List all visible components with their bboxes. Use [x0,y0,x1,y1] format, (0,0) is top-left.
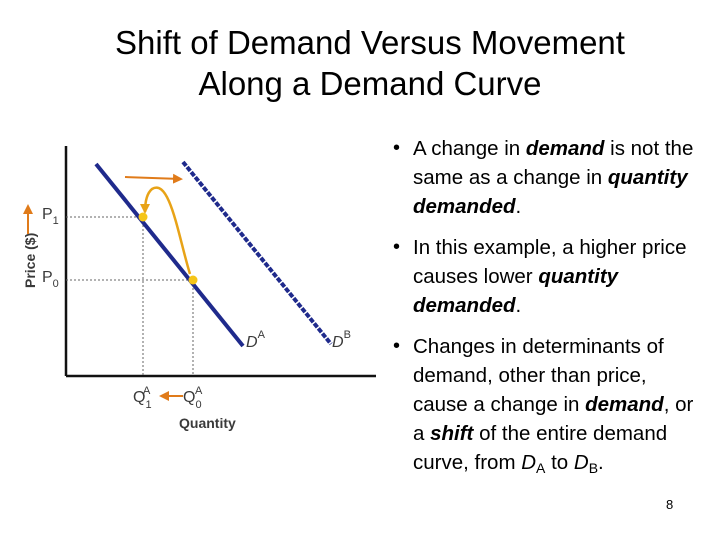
emphasis-shift: shift [430,422,474,445]
quantity-label-q0: Q0 [183,389,202,411]
bullet-list: A change in demand is not the same as a … [390,134,700,491]
point-p1-q1 [138,212,148,222]
quantity-label-q0-sup: A [195,385,203,397]
emphasis-demand: demand [525,137,605,160]
emphasis-demand: demand [585,393,664,416]
curve-da-ref: D [521,451,537,474]
page-number: 8 [666,497,674,512]
movement-arrow [140,186,192,275]
quantity-label-q1-sup: A [143,385,151,397]
price-label-p1: P1 [42,206,59,227]
demand-curve-b [181,160,333,346]
slide-title-line-2: Along a Demand Curve [198,65,542,102]
x-axis-label: Quantity [179,415,236,431]
bullet-3: Changes in determinants of demand, other… [390,332,700,479]
emphasis-quantity-demanded: quantity demanded [413,265,619,317]
shift-arrow [124,173,183,184]
curve-label-da: DA [246,329,266,351]
curve-label-db: DB [332,329,351,351]
quantity-label-q1: Q1 [133,389,152,411]
point-p0-q0 [188,275,198,285]
slide-title: Shift of Demand Versus Movement Along a … [40,22,700,104]
curve-db-ref: D [573,451,589,474]
bullet-2: In this example, a higher price causes l… [390,233,700,320]
demand-curve-a [94,162,245,348]
emphasis-quantity-demanded: quantity demanded [413,166,688,218]
y-axis-label: Price ($) [22,233,38,288]
price-label-p0: P0 [42,269,59,290]
bullet-1: A change in demand is not the same as a … [390,134,700,221]
slide-title-line-1: Shift of Demand Versus Movement [115,24,625,61]
